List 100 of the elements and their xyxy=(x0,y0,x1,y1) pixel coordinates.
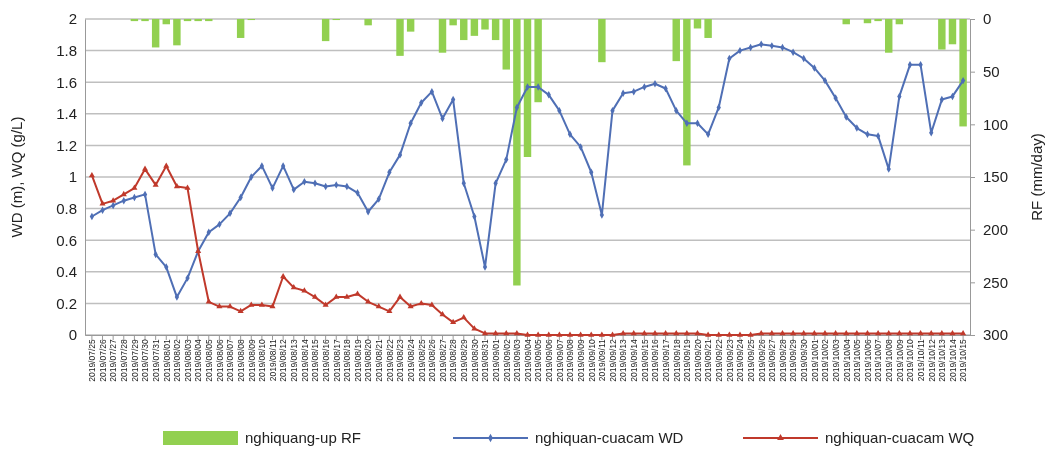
bar xyxy=(151,19,160,48)
bar xyxy=(406,19,415,32)
bar xyxy=(162,19,170,25)
x-tick-label: 2019/07/30 xyxy=(140,338,151,382)
x-tick-label: 2019/08/27 xyxy=(437,338,448,382)
x-tick-label: 2019/10/07 xyxy=(873,338,884,382)
x-tick-label: 2019/09/26 xyxy=(756,338,767,382)
y2-tick-label: 0 xyxy=(983,10,992,28)
x-tick-label: 2019/08/15 xyxy=(310,338,321,382)
x-tick-label: 2019/08/23 xyxy=(395,338,406,382)
x-tick-label: 2019/08/11 xyxy=(267,338,278,382)
y-tick-label: 1 xyxy=(68,168,77,186)
x-tick-label: 2019/08/30 xyxy=(469,338,480,382)
x-tick-label: 2019/09/06 xyxy=(544,338,555,382)
x-tick-label: 2019/08/19 xyxy=(352,338,363,382)
x-tick-label: 2019/09/01 xyxy=(490,338,501,382)
bar xyxy=(874,19,882,22)
x-tick-label: 2019/09/22 xyxy=(714,338,725,382)
y-tick-label: 1.8 xyxy=(56,41,77,59)
x-tick-label: 2019/10/05 xyxy=(852,338,863,382)
x-tick-label: 2019/10/11 xyxy=(915,338,926,382)
x-tick-label: 2019/09/27 xyxy=(767,338,778,382)
y2-tick-label: 250 xyxy=(983,273,1009,291)
bar xyxy=(704,19,712,38)
x-tick-label: 2019/09/05 xyxy=(533,338,544,382)
x-tick-label: 2019/08/28 xyxy=(448,338,459,382)
x-tick-label: 2019/09/14 xyxy=(629,338,640,382)
x-tick-label: 2019/07/27 xyxy=(108,338,119,382)
y2-axis-title: RF (mm/day) xyxy=(1028,133,1045,221)
x-tick-label: 2019/08/24 xyxy=(405,338,416,382)
bar xyxy=(194,19,202,22)
bar xyxy=(460,19,468,41)
x-tick-label: 2019/09/11 xyxy=(597,338,608,382)
bar xyxy=(523,19,532,157)
x-tick-label: 2019/09/08 xyxy=(565,338,576,382)
bar xyxy=(959,19,967,127)
bar xyxy=(683,19,691,166)
bar xyxy=(598,19,606,63)
x-tick-label: 2019/08/01 xyxy=(161,338,172,382)
x-tick-label: 2019/10/03 xyxy=(830,338,841,382)
x-tick-label: 2019/09/13 xyxy=(618,338,629,382)
x-tick-label: 2019/08/26 xyxy=(427,338,438,382)
x-tick-label: 2019/08/16 xyxy=(320,338,331,382)
x-tick-label: 2019/07/31 xyxy=(150,338,161,382)
y2-tick-label: 200 xyxy=(983,220,1009,238)
bar xyxy=(141,19,149,22)
y-tick-label: 1.4 xyxy=(56,105,77,123)
legend-label: nghiquang-up RF xyxy=(245,429,361,446)
x-tick-label: 2019/08/18 xyxy=(342,338,353,382)
y2-tick-label: 100 xyxy=(983,115,1009,133)
x-tick-label: 2019/07/29 xyxy=(129,338,140,382)
y-tick-label: 0 xyxy=(68,326,77,344)
y-tick-label: 1.6 xyxy=(56,73,77,91)
bar xyxy=(470,19,479,36)
bar xyxy=(842,19,850,25)
x-tick-label: 2019/10/13 xyxy=(937,338,948,382)
x-tick-label: 2019/09/18 xyxy=(671,338,682,382)
x-tick-label: 2019/09/15 xyxy=(639,338,650,382)
y-tick-label: 2 xyxy=(68,10,77,28)
x-tick-label: 2019/07/26 xyxy=(97,338,108,382)
bar xyxy=(895,19,904,25)
y2-tick-label: 50 xyxy=(983,62,1000,80)
x-tick-label: 2019/07/25 xyxy=(87,338,98,382)
y2-tick-label: 150 xyxy=(983,168,1009,186)
x-tick-label: 2019/09/30 xyxy=(799,338,810,382)
x-tick-label: 2019/08/13 xyxy=(289,338,300,382)
x-tick-label: 2019/09/21 xyxy=(703,338,714,382)
bar xyxy=(321,19,330,42)
bar xyxy=(534,19,542,103)
x-tick-label: 2019/09/02 xyxy=(501,338,512,382)
bar xyxy=(938,19,946,50)
x-tick-label: 2019/08/25 xyxy=(416,338,427,382)
x-tick-label: 2019/10/14 xyxy=(947,338,958,382)
x-tick-label: 2019/08/07 xyxy=(225,338,236,382)
x-tick-label: 2019/09/25 xyxy=(745,338,756,382)
x-tick-label: 2019/10/09 xyxy=(894,338,905,382)
x-tick-label: 2019/08/02 xyxy=(172,338,183,382)
x-tick-label: 2019/07/28 xyxy=(119,338,130,382)
x-tick-label: 2019/10/02 xyxy=(820,338,831,382)
x-tick-label: 2019/08/14 xyxy=(299,338,310,382)
x-tick-label: 2019/10/08 xyxy=(884,338,895,382)
x-tick-label: 2019/09/23 xyxy=(724,338,735,382)
x-tick-label: 2019/09/19 xyxy=(682,338,693,382)
bar xyxy=(491,19,500,41)
y-tick-label: 0.4 xyxy=(56,263,77,281)
bar xyxy=(513,19,521,286)
x-tick-label: 2019/08/09 xyxy=(246,338,257,382)
y2-tick-label: 300 xyxy=(983,326,1009,344)
x-tick-label: 2019/09/24 xyxy=(735,338,746,382)
bar xyxy=(236,19,245,38)
bar xyxy=(481,19,489,30)
y-axis-title: WD (m), WQ (g/L) xyxy=(8,116,25,238)
legend-label: nghiquan-cuacam WD xyxy=(535,429,684,446)
bar xyxy=(396,19,404,56)
x-tick-label: 2019/08/31 xyxy=(480,338,491,382)
x-tick-label: 2019/08/10 xyxy=(257,338,268,382)
x-tick-label: 2019/09/29 xyxy=(788,338,799,382)
x-tick-label: 2019/08/05 xyxy=(204,338,215,382)
y-tick-label: 0.8 xyxy=(56,199,77,217)
x-tick-label: 2019/08/21 xyxy=(374,338,385,382)
